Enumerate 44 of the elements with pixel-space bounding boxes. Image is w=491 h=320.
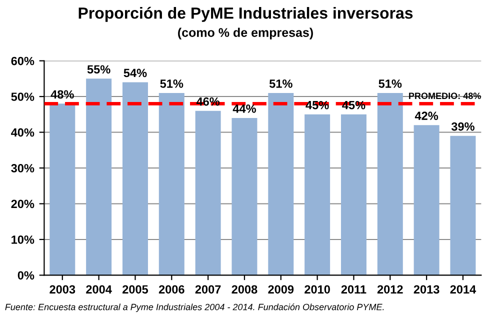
data-label: 48% [50,90,74,99]
bar [268,92,294,276]
data-label: 55% [87,65,110,74]
y-tick-label: 0% [18,271,34,280]
y-tick-label: 50% [11,92,34,101]
bar [450,136,476,276]
x-tick-label: 2011 [341,285,366,294]
y-tick-label: 60% [11,56,34,66]
x-tick-label: 2008 [232,285,258,294]
y-tick-label: 20% [11,200,34,208]
data-label: 42% [414,112,438,120]
data-label: 51% [378,80,402,88]
bar [232,118,258,276]
x-tick-label: 2010 [304,285,330,294]
data-label: 51% [160,80,184,88]
bar [340,114,366,276]
chart-subtitle: (como % de empresas) [178,28,313,40]
x-tick-label: 2006 [158,285,184,294]
bar [304,114,330,276]
y-tick-label: 10% [12,236,34,244]
x-tick-label: 2003 [50,285,76,294]
x-tick-label: 2013 [414,285,440,294]
x-tick-label: 2009 [268,285,294,294]
data-label: 44% [232,104,256,113]
bar [158,92,184,276]
x-tick-label: 2014 [450,285,476,294]
data-label: 39% [451,122,474,131]
bar [195,110,221,276]
chart-title: Proporción de PyME Industriales inversoras [78,6,413,22]
ref-line-label: PROMEDIO: 48% [409,92,481,100]
source-note: Fuente: Encuesta estructural a Pyme Industriales 2004 - 2014. Fundación Observatorio PYME. [5,303,384,312]
bar [414,125,440,276]
bar [86,78,112,276]
x-tick-label: 2007 [195,285,221,294]
x-tick-label: 2012 [377,285,403,294]
y-tick-label: 40% [11,128,34,137]
x-tick-label: 2004 [86,285,112,294]
data-label: 51% [269,80,292,88]
x-tick-label: 2005 [122,285,148,294]
bar [122,82,148,276]
data-label: 54% [124,68,147,78]
y-tick-label: 30% [11,164,34,172]
bar [50,104,76,276]
bar [377,92,403,276]
